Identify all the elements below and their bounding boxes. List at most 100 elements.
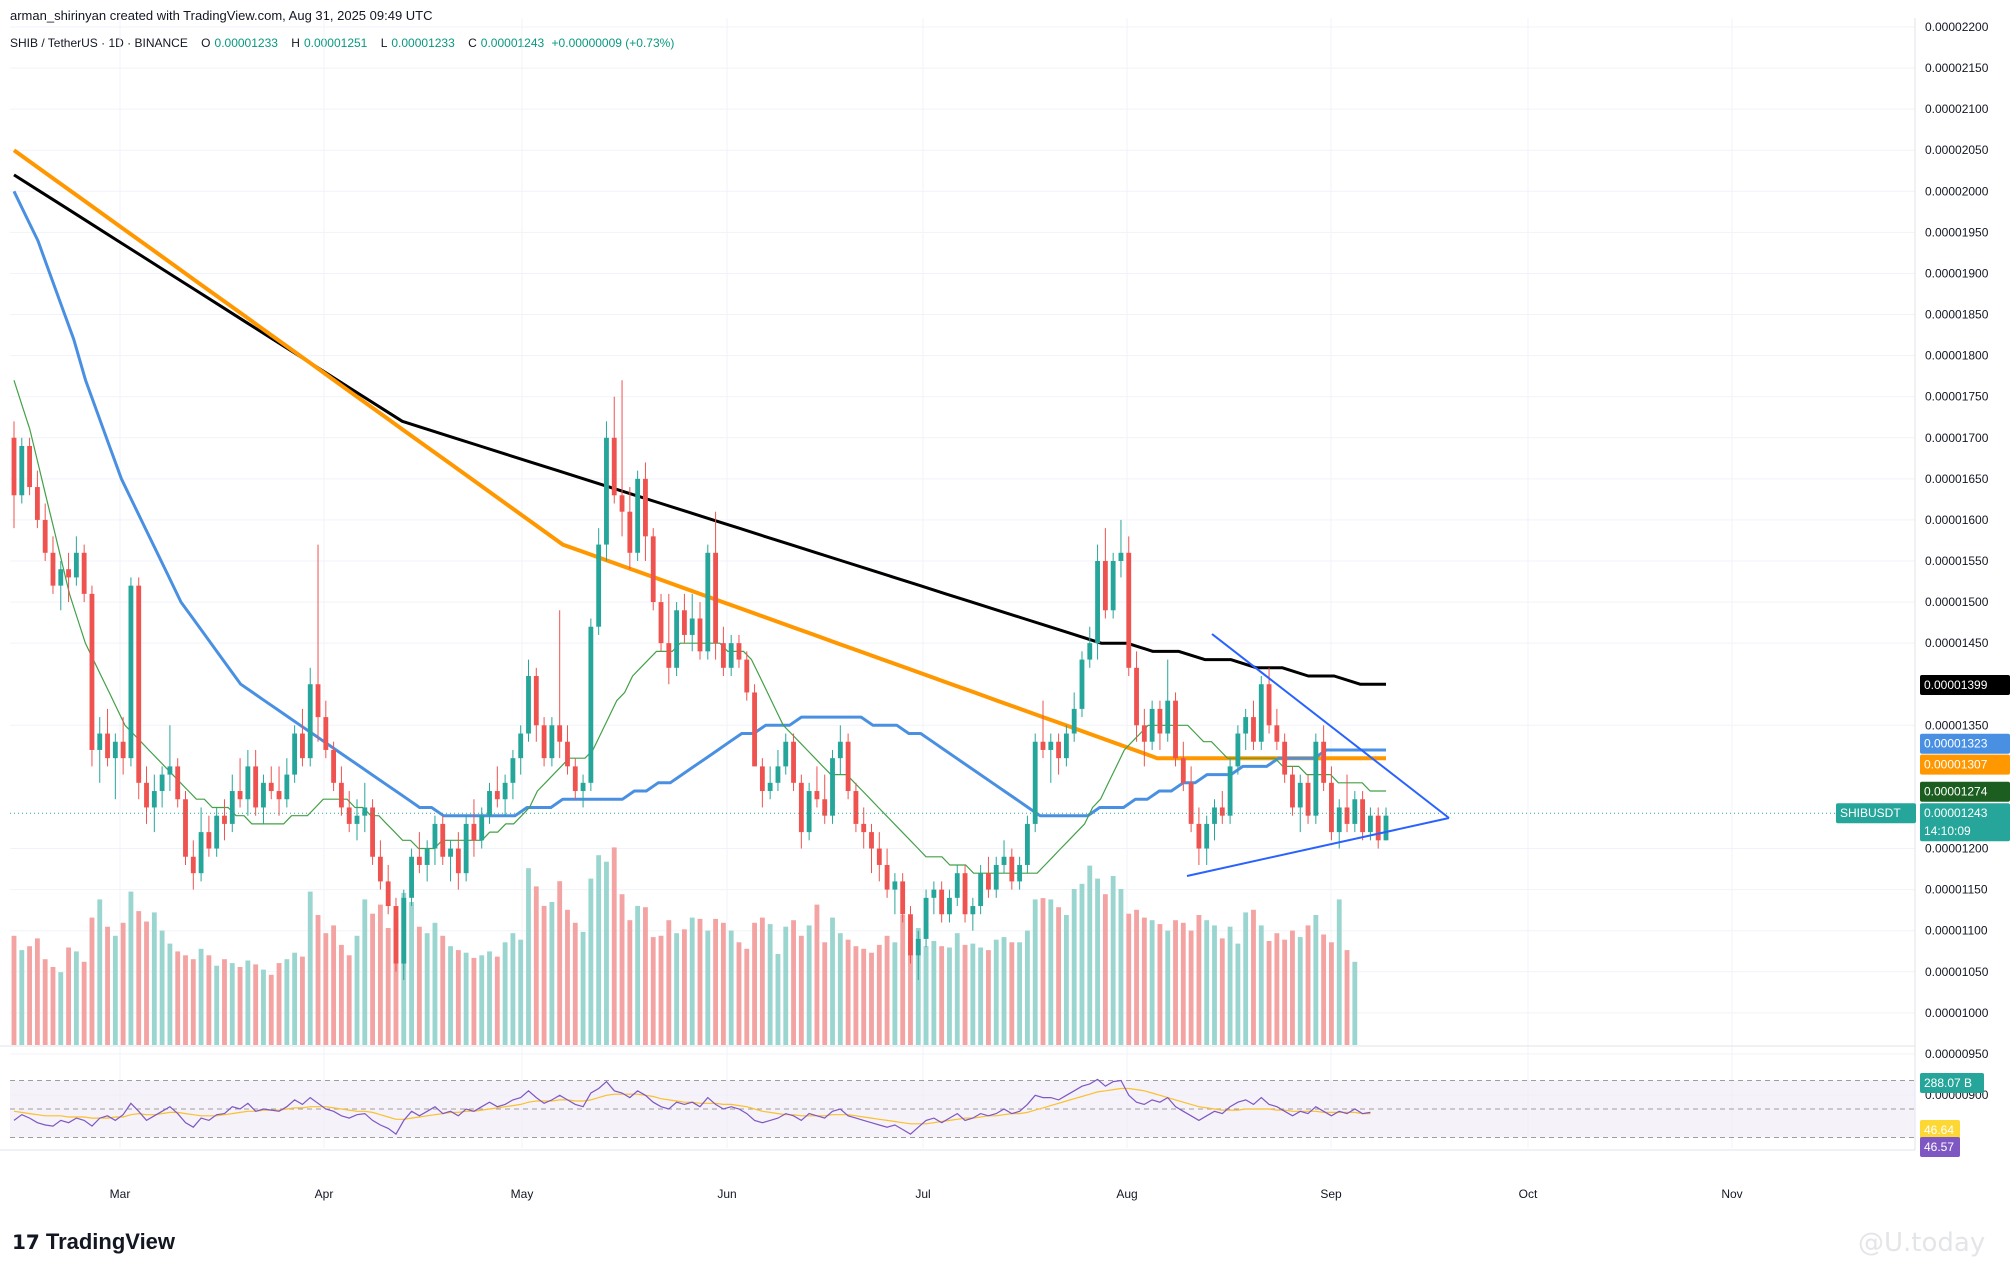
- candle-body: [315, 684, 321, 718]
- price-tick-label: 0.00002150: [1925, 61, 1989, 75]
- volume-bar: [1110, 876, 1116, 1045]
- candle-body: [354, 815, 360, 824]
- volume-bar: [331, 925, 337, 1045]
- candle-body: [479, 815, 485, 841]
- volume-bar: [455, 950, 461, 1045]
- candle-body: [900, 881, 906, 915]
- volume-bar: [713, 918, 719, 1045]
- candle-body: [565, 741, 570, 767]
- rsi-line: [13, 1078, 1371, 1135]
- volume-bar: [954, 933, 960, 1045]
- volume-bar: [1336, 899, 1342, 1045]
- price-tick-label: 0.00001900: [1925, 266, 1989, 280]
- candle-body: [1344, 807, 1350, 824]
- candle-body: [362, 807, 368, 816]
- candle-body: [175, 766, 181, 800]
- volume-bar: [1188, 930, 1194, 1045]
- volume-bar: [494, 956, 500, 1045]
- candle-body: [1204, 823, 1210, 849]
- volume-bar: [752, 922, 757, 1045]
- candle-body: [643, 478, 648, 537]
- candle-body: [136, 585, 142, 783]
- low-label: L: [380, 36, 388, 50]
- candle-body: [1305, 782, 1311, 816]
- volume-bar: [502, 942, 508, 1045]
- volume-bar: [705, 930, 711, 1045]
- volume-bar: [783, 926, 789, 1045]
- volume-bar: [939, 946, 945, 1045]
- price-tick-label: 0.00001050: [1925, 965, 1989, 979]
- candle-body: [58, 569, 64, 586]
- candle-body: [1235, 733, 1241, 767]
- volume-bar: [89, 917, 95, 1045]
- volume-bar: [237, 967, 243, 1045]
- volume-bar: [775, 954, 781, 1045]
- candle-body: [1352, 799, 1358, 824]
- candle-body: [533, 676, 539, 726]
- volume-bar: [806, 925, 812, 1045]
- candle-body: [222, 815, 227, 824]
- volume-bar: [1352, 961, 1358, 1045]
- volume-bar: [307, 891, 313, 1045]
- ma50-tag: 0.00001323: [1920, 733, 2010, 754]
- candle-body: [1274, 725, 1280, 742]
- volume-bar: [689, 917, 695, 1045]
- candle-body: [931, 889, 937, 898]
- candle-body: [307, 684, 313, 759]
- last-price-tag: 0.00001243 14:10:09: [1920, 803, 2010, 842]
- triangle-trendlines[interactable]: [1186, 633, 1450, 877]
- rsi-ma-tag: 46.64: [1920, 1120, 1960, 1140]
- volume-bar: [1243, 912, 1249, 1045]
- candle-body: [401, 897, 407, 964]
- candle-body: [993, 864, 999, 890]
- volume-bar: [993, 939, 999, 1045]
- candle-body: [510, 758, 516, 783]
- rsi-value-tag: 46.57: [1920, 1137, 1960, 1157]
- candle-body: [1024, 823, 1030, 865]
- time-tick-label: Nov: [1721, 1187, 1742, 1201]
- volume-bar: [1344, 950, 1350, 1045]
- tradingview-logo[interactable]: 𝟭𝟳 TradingView: [12, 1229, 175, 1255]
- volume-bar: [385, 928, 391, 1045]
- candle-body: [268, 782, 274, 792]
- candle-body: [1056, 741, 1062, 759]
- candle-body: [120, 741, 126, 759]
- volume-bar: [393, 917, 399, 1045]
- volume-bar: [300, 956, 305, 1045]
- price-tick-label: 0.00001750: [1925, 390, 1989, 404]
- candle-body: [1149, 708, 1155, 742]
- candle-body: [814, 791, 820, 800]
- candle-body: [1048, 741, 1054, 750]
- price-tick-label: 0.00001200: [1925, 842, 1989, 856]
- volume-bar: [409, 902, 414, 1045]
- volume-bar: [1095, 878, 1100, 1045]
- candle-body: [331, 749, 337, 783]
- candle-body: [97, 733, 103, 750]
- volume-bar: [845, 939, 851, 1045]
- candle-body: [1009, 856, 1015, 882]
- volume-bar: [1180, 922, 1186, 1045]
- open-label: O: [201, 36, 211, 50]
- volume-bar: [175, 951, 181, 1045]
- candle-body: [884, 864, 890, 890]
- symbol-name[interactable]: SHIB / TetherUS · 1D · BINANCE: [10, 36, 188, 50]
- volume-bar: [533, 886, 539, 1045]
- candle-body: [1266, 684, 1272, 726]
- volume-bar: [837, 933, 843, 1045]
- candle-body: [370, 807, 376, 857]
- candle-body: [557, 725, 563, 742]
- candle-body: [627, 511, 633, 553]
- candle-body: [1251, 717, 1256, 742]
- candle-body: [11, 437, 17, 496]
- volume-bar: [643, 907, 648, 1045]
- candle-body: [409, 856, 414, 898]
- candle-body: [144, 782, 149, 808]
- close-value: 0.00001243: [480, 36, 545, 50]
- volume-bar: [487, 951, 492, 1045]
- candle-body: [596, 544, 602, 627]
- last-price-text: 0.00001243: [1924, 806, 1988, 820]
- candle-body: [791, 741, 796, 783]
- moving-averages: [12, 148, 1386, 874]
- volume-tag-text: 288.07 B: [1924, 1076, 1972, 1090]
